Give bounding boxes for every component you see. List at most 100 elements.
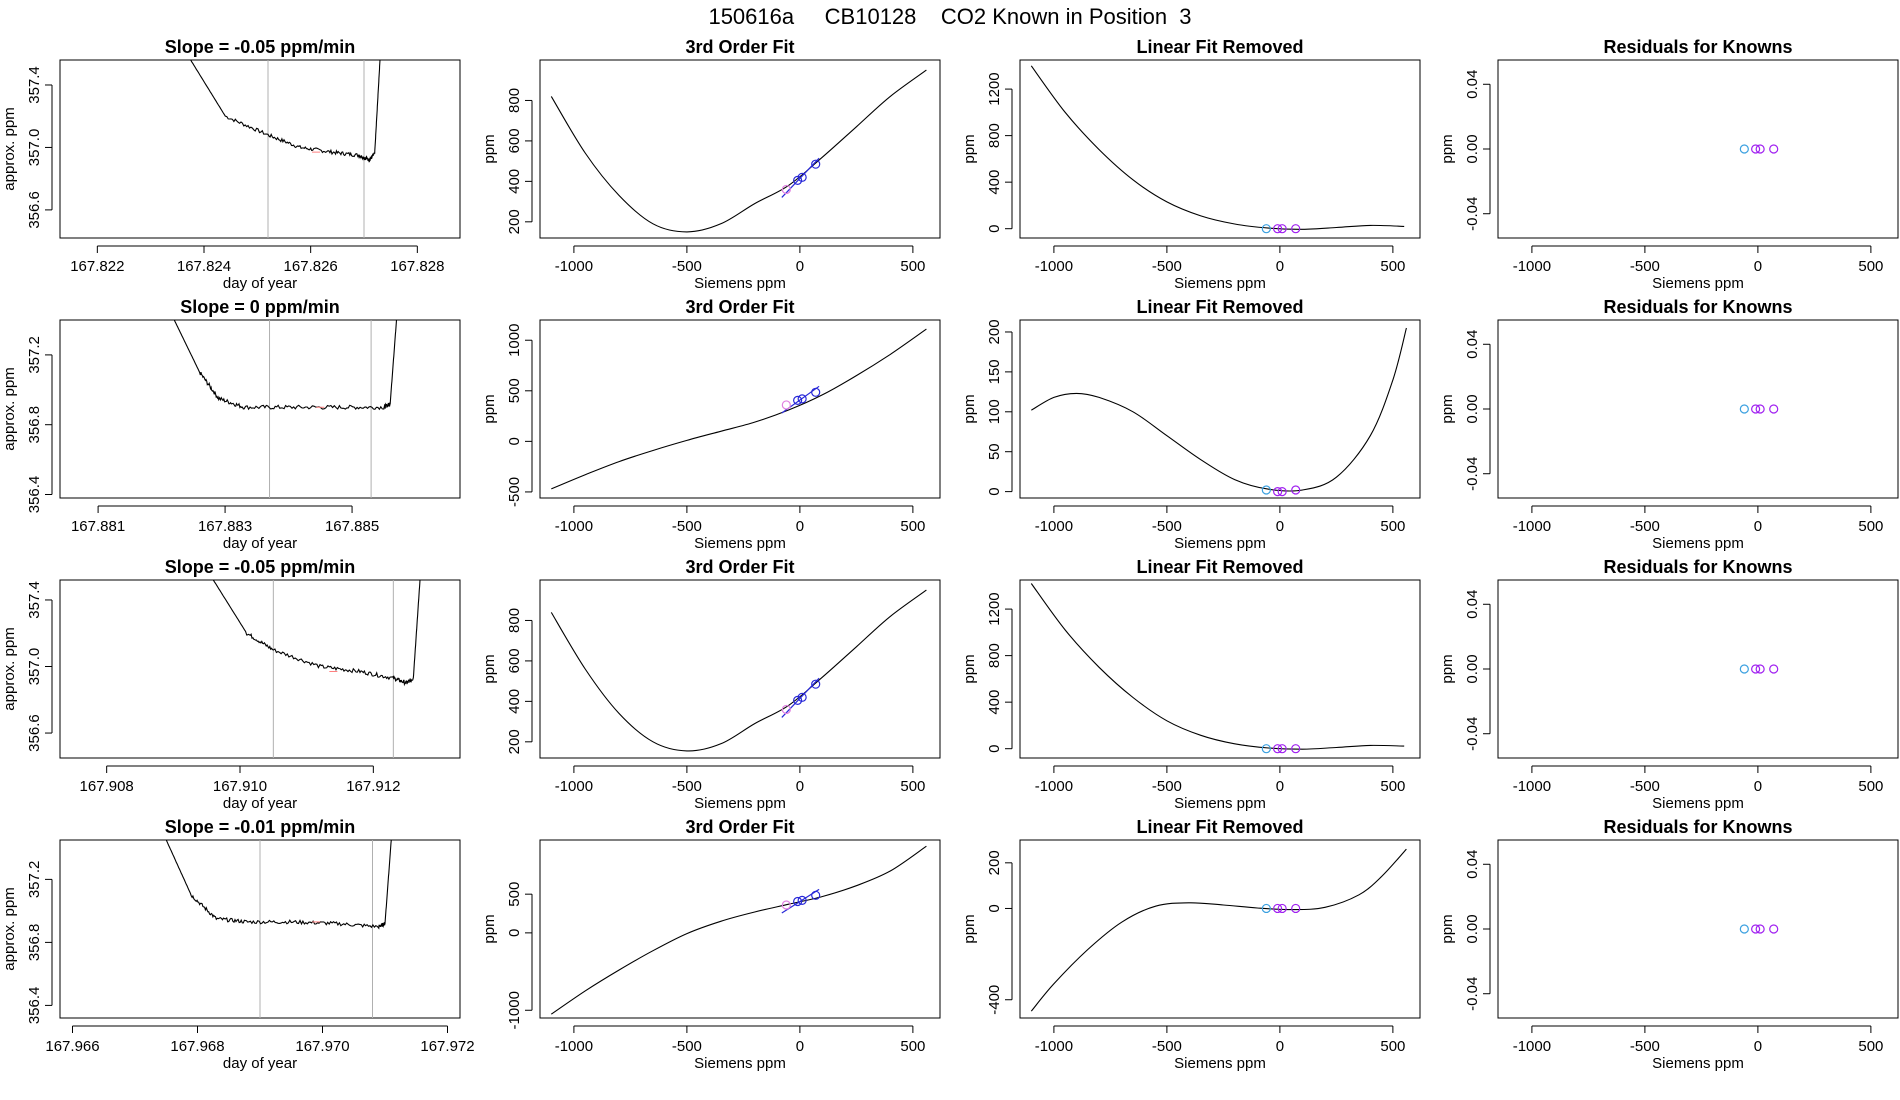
panel-title: Residuals for Knowns <box>1603 557 1792 577</box>
x-tick-label: -500 <box>1152 778 1182 795</box>
y-tick-label: 50 <box>986 443 1003 460</box>
panel-r1-c4: Residuals for Knowns -1000 -500 0 500 Siemens… <box>1439 37 1899 292</box>
data-point <box>1769 924 1779 934</box>
data-point <box>811 387 821 397</box>
y-tick-label: 600 <box>506 648 523 673</box>
x-axis-label: Siemens ppm <box>1652 1055 1744 1072</box>
plot-frame <box>59 579 461 759</box>
plot-frame <box>1497 839 1899 1019</box>
y-tick-label: 800 <box>986 123 1003 148</box>
x-tick-label: 0 <box>1276 778 1284 795</box>
panel-title: Linear Fit Removed <box>1136 557 1303 577</box>
plot-frame <box>1019 839 1421 1019</box>
x-tick-label: 500 <box>1380 778 1405 795</box>
data-point <box>797 172 807 182</box>
x-tick-label: 167.824 <box>177 258 231 275</box>
panel-title: Linear Fit Removed <box>1136 37 1303 57</box>
x-axis-label: Siemens ppm <box>1174 275 1266 292</box>
data-point <box>1291 903 1301 914</box>
panel-title: Residuals for Knowns <box>1603 297 1792 317</box>
y-tick-label: 356.8 <box>26 406 43 444</box>
panel-title: Linear Fit Removed <box>1136 817 1303 837</box>
x-tick-label: 0 <box>1276 258 1284 275</box>
data-point <box>1291 744 1301 754</box>
x-tick-label: -500 <box>1152 258 1182 275</box>
x-tick-label: -1000 <box>555 258 593 275</box>
y-tick-label: 0 <box>986 745 1003 753</box>
fit-curve <box>1030 583 1405 750</box>
data-point <box>797 394 807 404</box>
x-axis-label: Siemens ppm <box>1174 795 1266 812</box>
trace-line <box>173 320 398 411</box>
x-tick-label: 167.966 <box>45 1038 99 1055</box>
panel-r3-c4: Residuals for Knowns -1000 -500 0 500 Siemens… <box>1439 557 1899 812</box>
y-tick-label: 357.0 <box>26 648 43 686</box>
panel-title: Slope = 0 ppm/min <box>180 297 340 317</box>
data-point <box>1751 664 1761 674</box>
y-tick-label: 0.00 <box>1464 394 1481 423</box>
x-tick-label: -1000 <box>1035 1038 1073 1055</box>
data-point <box>811 679 821 689</box>
panel-r4-c3: Linear Fit Removed -1000 -500 0 500 Siemens p… <box>961 817 1421 1072</box>
y-tick-label: 200 <box>506 209 523 234</box>
y-axis-label: ppm <box>481 914 498 943</box>
plot-frame <box>59 59 461 239</box>
data-point <box>1277 487 1287 497</box>
panel-r4-c1: Slope = -0.01 ppm/min 167.966 167.968 167.9… <box>1 817 475 1072</box>
y-tick-label: 356.4 <box>26 987 43 1025</box>
plot-frame <box>539 579 941 759</box>
data-point <box>811 159 821 169</box>
y-tick-label: 0.04 <box>1464 590 1481 619</box>
y-tick-label: 500 <box>506 882 523 907</box>
y-axis-label: ppm <box>1439 394 1456 423</box>
fit-curve <box>1030 848 1407 1012</box>
y-tick-label: 0 <box>506 929 523 937</box>
data-point <box>1739 924 1749 934</box>
plot-frame <box>1019 59 1421 239</box>
panel-r1-c3: Linear Fit Removed -1000 -500 0 500 Siemens p… <box>961 37 1421 292</box>
data-point <box>797 895 807 905</box>
y-tick-label: 200 <box>986 850 1003 875</box>
y-tick-label: 200 <box>506 729 523 754</box>
y-tick-label: 357.2 <box>26 861 43 899</box>
panel-r4-c4: Residuals for Knowns -1000 -500 0 500 Siemens… <box>1439 817 1899 1072</box>
x-tick-label: 167.828 <box>390 258 444 275</box>
y-axis-label: ppm <box>481 654 498 683</box>
data-point <box>781 400 791 410</box>
x-axis-label: Siemens ppm <box>1652 535 1744 552</box>
x-tick-label: 0 <box>1754 258 1762 275</box>
x-tick-label: -500 <box>672 778 702 795</box>
y-tick-label: 357.2 <box>26 336 43 374</box>
x-tick-label: 167.881 <box>71 518 125 535</box>
y-axis-label: approx. ppm <box>1 107 18 190</box>
x-axis-label: day of year <box>223 535 297 552</box>
x-axis-label: Siemens ppm <box>1652 795 1744 812</box>
y-tick-label: -400 <box>986 985 1003 1015</box>
data-point <box>1277 744 1287 754</box>
trace-line <box>165 840 392 930</box>
x-axis-label: Siemens ppm <box>1174 535 1266 552</box>
x-tick-label: 500 <box>900 1038 925 1055</box>
x-tick-label: 0 <box>1276 1038 1284 1055</box>
y-tick-label: -0.04 <box>1464 717 1481 751</box>
data-point <box>1755 924 1765 934</box>
fit-curve <box>550 845 927 1015</box>
x-tick-label: -1000 <box>555 518 593 535</box>
x-tick-label: -500 <box>672 1038 702 1055</box>
data-point <box>1769 664 1779 674</box>
y-tick-label: 200 <box>986 319 1003 344</box>
y-tick-label: 0.00 <box>1464 134 1481 163</box>
y-tick-label: 357.0 <box>26 129 43 167</box>
panel-r2-c4: Residuals for Knowns -1000 -500 0 500 Siemens… <box>1439 297 1899 552</box>
y-tick-label: -1000 <box>506 991 523 1029</box>
x-tick-label: 0 <box>1754 778 1762 795</box>
data-point <box>1273 487 1283 497</box>
plot-area <box>212 580 421 758</box>
x-tick-label: -1000 <box>1513 518 1551 535</box>
plot-frame <box>1019 579 1421 759</box>
y-tick-label: 356.6 <box>26 191 43 229</box>
y-tick-label: -500 <box>506 477 523 507</box>
data-point <box>1273 903 1283 914</box>
y-axis-label: ppm <box>1439 134 1456 163</box>
plot-frame <box>1497 59 1899 239</box>
